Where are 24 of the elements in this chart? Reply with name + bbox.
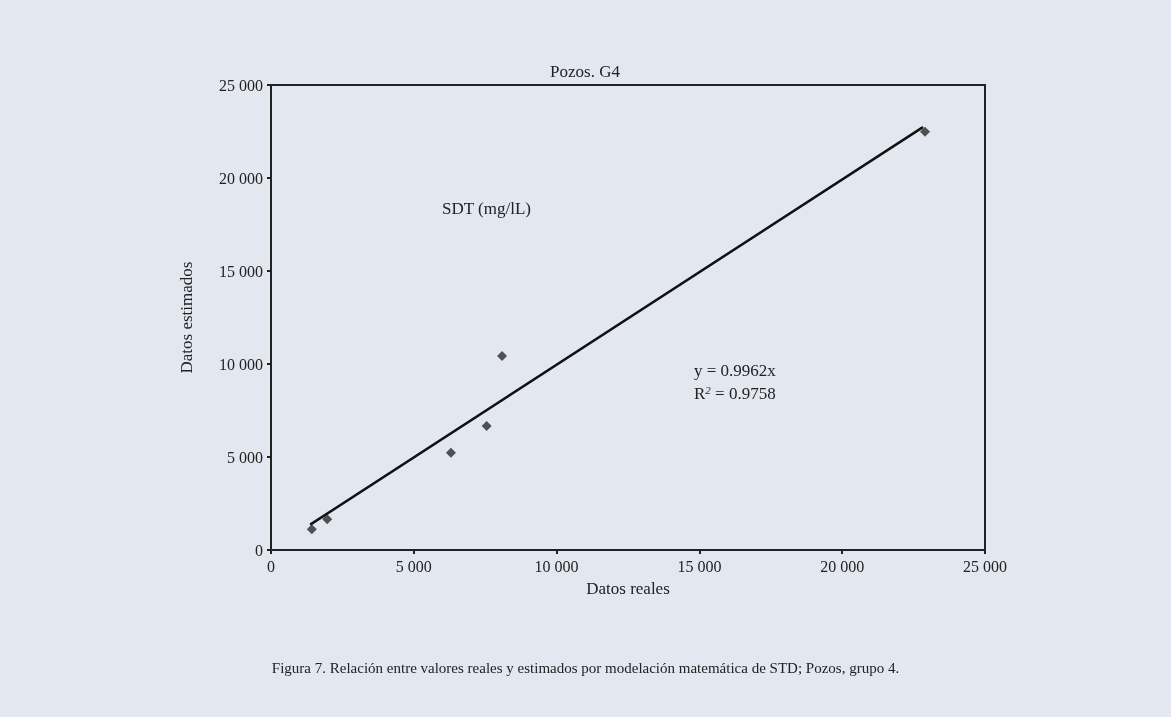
y-axis-title: Datos estimados [177,261,196,374]
x-tick-label: 10 000 [534,557,579,575]
x-axis-title: Datos reales [586,579,670,598]
point [920,126,931,137]
point [306,524,317,535]
y-tick-label: 10 000 [219,355,263,373]
text: Figura 7. Relación entre valores reales y estimados por modelación matemática de STD; Pozos, grupo 4. [271,659,900,676]
point [445,447,456,458]
annotation: y = 0.9962x [694,361,777,380]
chart-title: Pozos. G4 [550,62,621,81]
y-tick-label: 5 000 [227,448,263,466]
point [481,420,492,431]
point [497,351,508,361]
y-tick-label: 25 000 [219,76,263,94]
x-tick-label: 15 000 [677,557,722,575]
y-tick-label: 0 [255,541,263,559]
y-tick-label: 15 000 [219,262,263,280]
x-tick-label: 25 000 [963,557,1007,575]
point [322,514,333,525]
annotation: SDT (mg/lL) [442,199,531,218]
x-tick-label: 0 [267,557,275,575]
x-tick-label: 5 000 [395,557,432,575]
y-tick-label: 20 000 [219,169,263,187]
x-tick-label: 20 000 [820,557,865,575]
